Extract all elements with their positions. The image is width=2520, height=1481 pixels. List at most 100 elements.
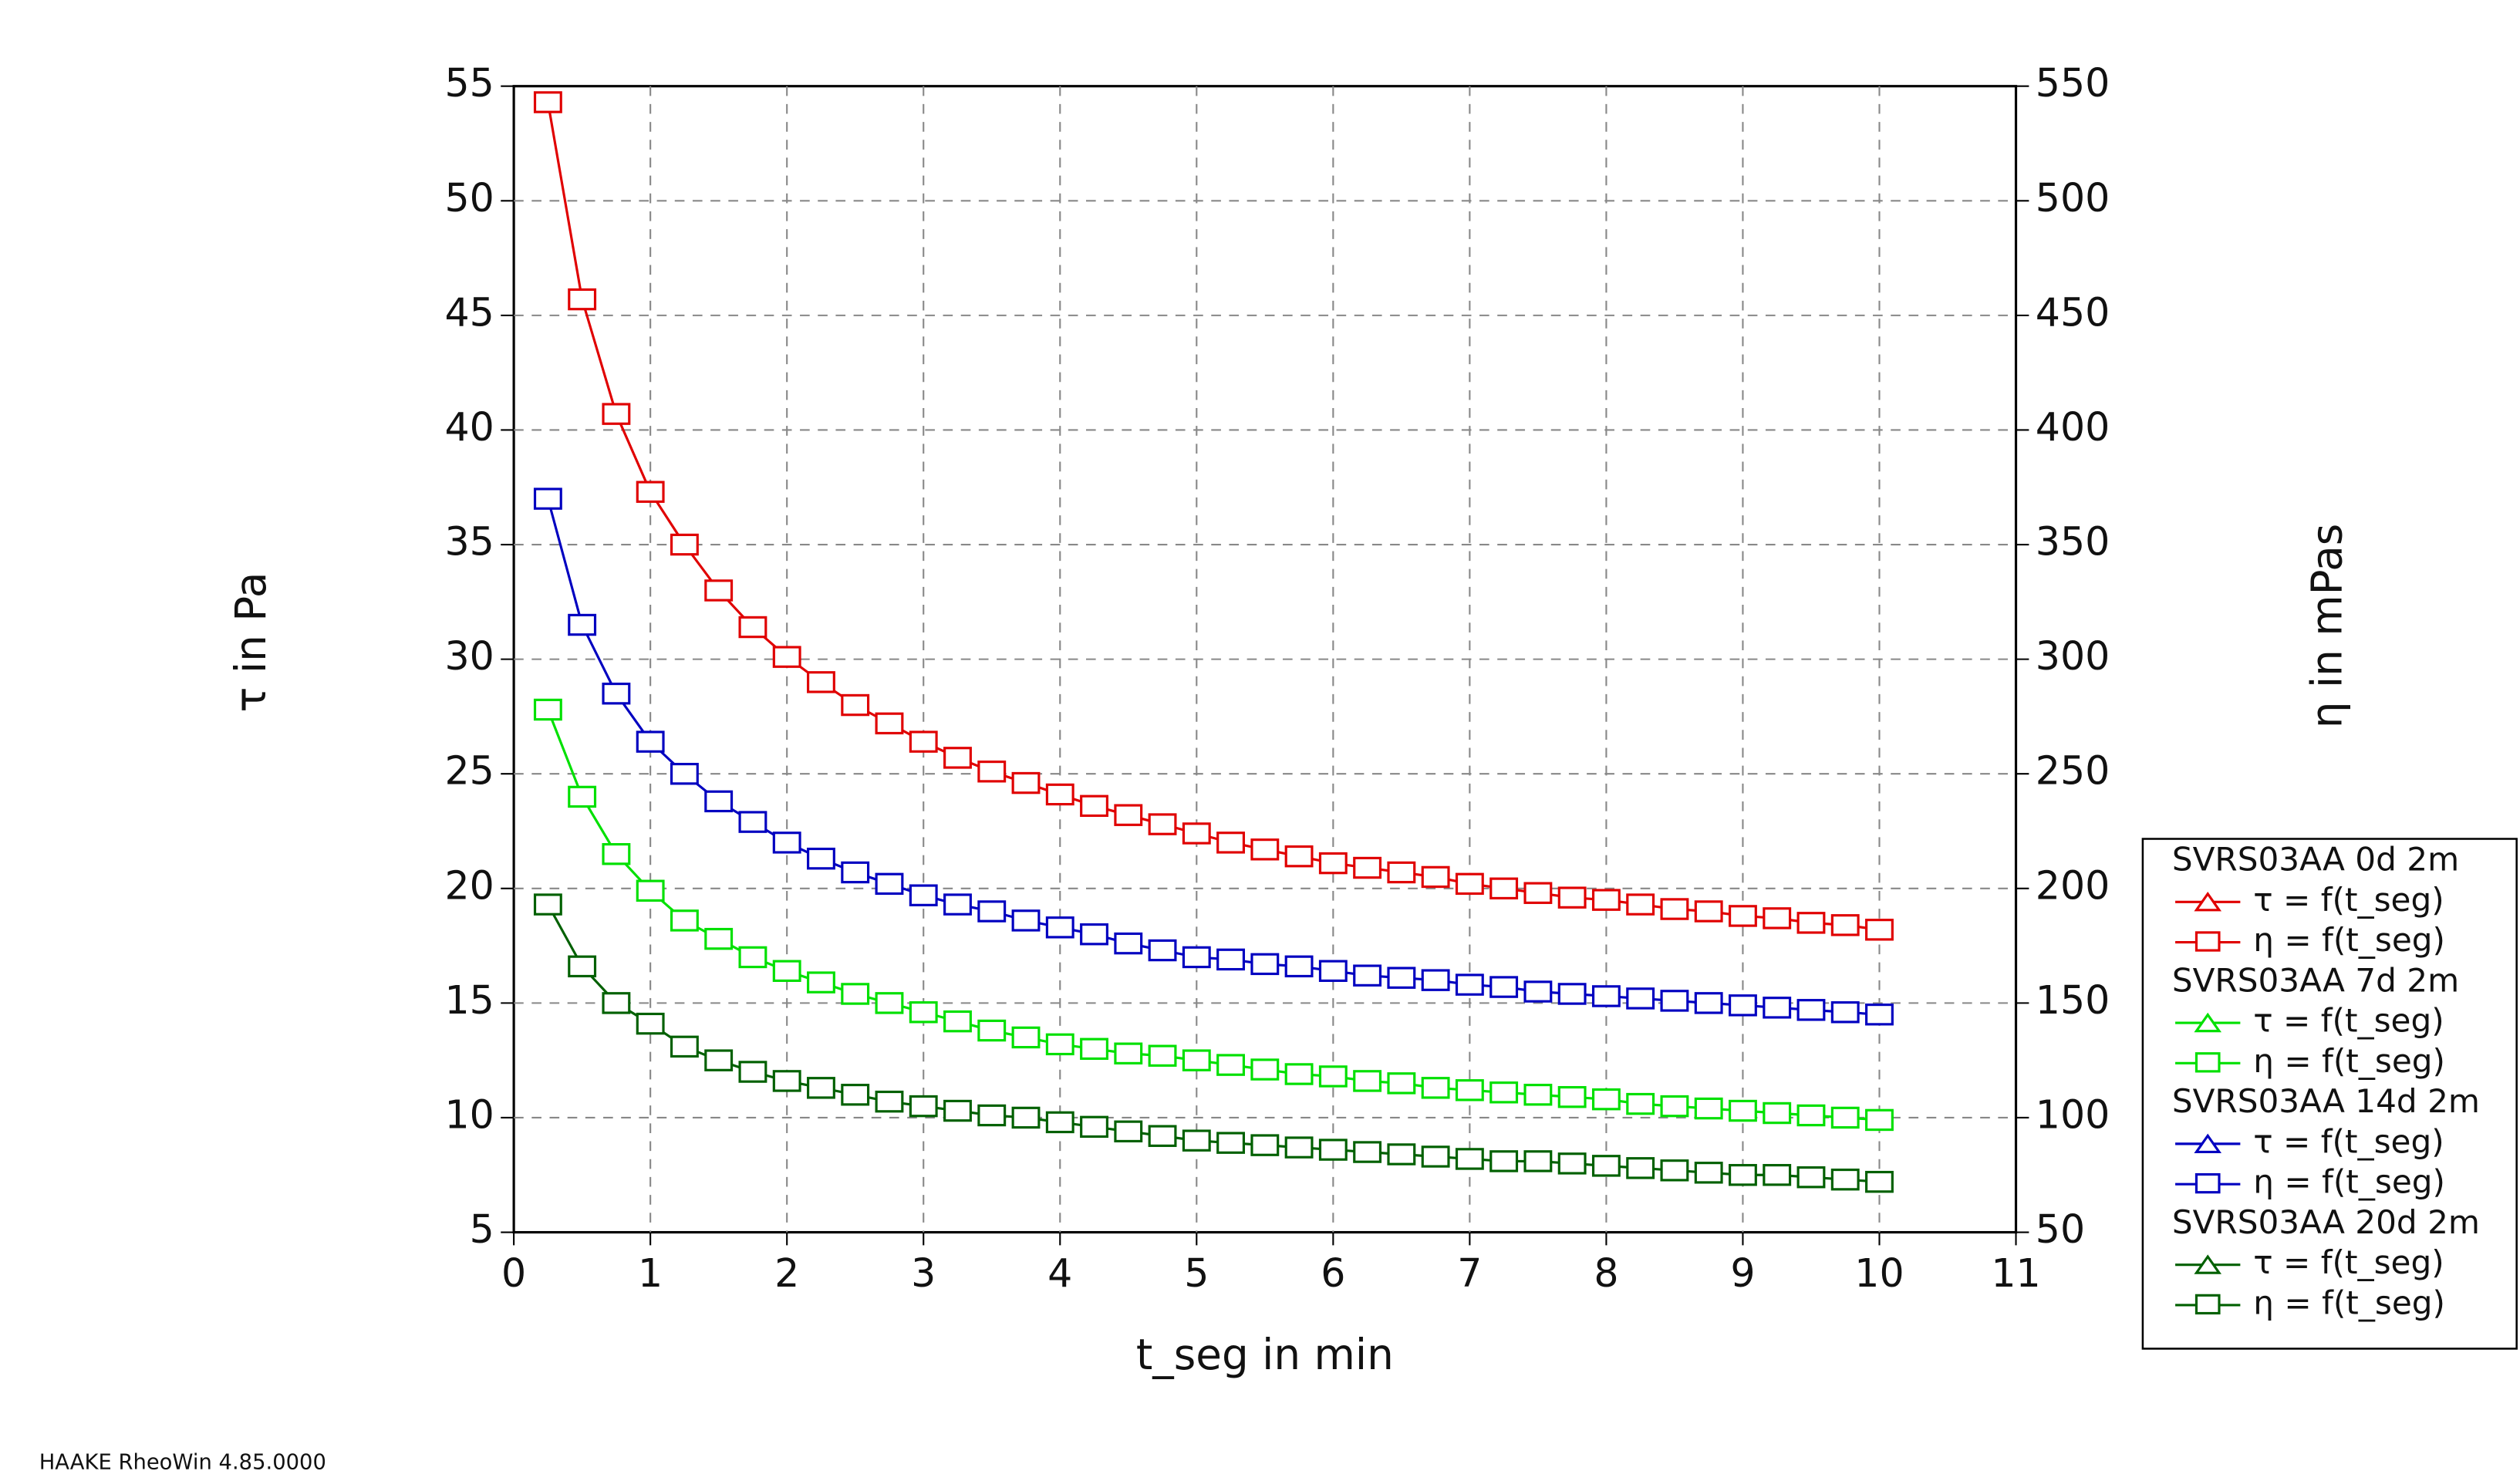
data-point xyxy=(602,682,631,705)
data-point xyxy=(1421,1077,1450,1099)
series-line xyxy=(546,102,1880,931)
data-point xyxy=(841,693,870,717)
data-point xyxy=(1080,1037,1108,1061)
data-point xyxy=(1763,997,1792,1019)
legend-title: SVRS03AA 7d 2m xyxy=(2172,961,2459,999)
data-point xyxy=(1763,1101,1792,1125)
data-point xyxy=(1660,1095,1689,1118)
data-point xyxy=(533,91,562,113)
data-point xyxy=(1763,1164,1792,1186)
data-point xyxy=(1729,905,1757,927)
data-point xyxy=(807,671,835,693)
data-point xyxy=(1660,898,1689,920)
data-point xyxy=(1250,1134,1280,1156)
legend-marker xyxy=(2194,891,2222,912)
data-point xyxy=(1865,1004,1894,1026)
legend-label: η = f(t_seg) xyxy=(2253,1042,2445,1080)
legend-label: η = f(t_seg) xyxy=(2253,1284,2445,1321)
data-point xyxy=(1318,1139,1348,1161)
y-tick-label: 20 xyxy=(444,862,494,908)
data-point xyxy=(1353,1070,1382,1092)
x-tick-label: 11 xyxy=(1991,1250,2040,1296)
y-tick-label: 50 xyxy=(444,175,494,221)
data-point xyxy=(1489,1081,1519,1104)
data-point xyxy=(977,1019,1007,1042)
data-point xyxy=(1729,1099,1757,1122)
data-point xyxy=(943,747,972,769)
data-point xyxy=(1421,865,1450,889)
data-point xyxy=(636,481,665,503)
data-point xyxy=(807,971,835,994)
data-point xyxy=(1830,1001,1860,1024)
data-point xyxy=(1796,999,1826,1021)
data-point xyxy=(533,487,562,510)
y2-tick-label: 50 xyxy=(2036,1206,2085,1252)
y-tick-label: 10 xyxy=(444,1091,494,1137)
data-point xyxy=(1455,872,1484,896)
data-point xyxy=(1353,964,1382,987)
data-point xyxy=(636,879,665,902)
data-point xyxy=(1591,889,1621,911)
data-point xyxy=(875,872,904,896)
legend-marker xyxy=(2194,1133,2222,1154)
data-point xyxy=(1489,976,1519,998)
y2-tick-label: 500 xyxy=(2036,175,2110,221)
data-point xyxy=(1626,1157,1655,1179)
legend-marker xyxy=(2194,1052,2221,1073)
data-point xyxy=(1796,912,1826,934)
data-point xyxy=(977,1104,1007,1127)
data-point xyxy=(568,288,597,311)
data-point xyxy=(1421,1145,1450,1168)
data-point xyxy=(1523,1150,1553,1172)
series-line xyxy=(546,709,1880,1122)
data-point xyxy=(875,1090,904,1113)
data-point xyxy=(670,909,699,932)
series-line xyxy=(546,903,1880,1183)
y-tick-label: 45 xyxy=(444,289,494,335)
data-point xyxy=(1830,1106,1860,1129)
data-point xyxy=(1489,877,1519,900)
data-point xyxy=(1421,969,1450,991)
x-tick-label: 3 xyxy=(911,1250,936,1296)
data-point xyxy=(704,579,734,602)
data-point xyxy=(1557,1152,1587,1175)
y2-tick-label: 400 xyxy=(2036,404,2110,450)
y-tick-label: 40 xyxy=(444,404,494,450)
data-point xyxy=(1557,983,1587,1005)
data-point xyxy=(909,1001,938,1024)
data-point xyxy=(1455,1079,1484,1101)
y2-tick-label: 300 xyxy=(2036,633,2110,679)
data-point xyxy=(1353,1141,1382,1163)
legend-label: τ = f(t_seg) xyxy=(2253,1122,2444,1160)
data-point xyxy=(1216,948,1246,971)
y-tick-label: 55 xyxy=(444,60,494,106)
data-point xyxy=(909,1095,938,1118)
data-point xyxy=(1216,832,1246,854)
x-tick-label: 4 xyxy=(1047,1250,1072,1296)
data-point xyxy=(568,955,597,978)
data-point xyxy=(1080,923,1108,946)
data-point xyxy=(704,790,734,813)
data-point xyxy=(1694,992,1723,1014)
data-point xyxy=(1182,946,1211,969)
data-point xyxy=(738,946,767,969)
data-point xyxy=(636,730,665,753)
x-tick-label: 0 xyxy=(501,1250,526,1296)
data-point xyxy=(1284,1136,1314,1159)
x-axis-title: t_seg in min xyxy=(1136,1330,1394,1379)
y-tick-label: 5 xyxy=(470,1206,494,1252)
data-point xyxy=(1284,955,1314,978)
y-tick-label: 25 xyxy=(444,748,494,794)
data-point xyxy=(1250,1058,1280,1081)
legend-label: η = f(t_seg) xyxy=(2253,1163,2445,1201)
data-point xyxy=(1011,1026,1041,1049)
data-point xyxy=(875,992,904,1014)
data-point xyxy=(1114,1042,1143,1064)
x-tick-label: 6 xyxy=(1321,1250,1345,1296)
data-point xyxy=(670,533,699,556)
data-point xyxy=(568,613,597,636)
data-point xyxy=(533,698,562,721)
data-point xyxy=(1114,932,1143,955)
data-point xyxy=(1182,1049,1211,1071)
